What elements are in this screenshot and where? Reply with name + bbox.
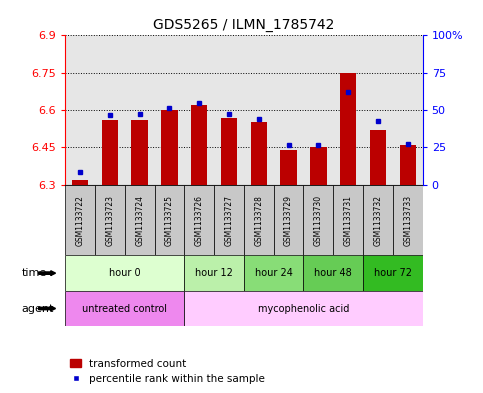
Bar (95, 185, 125, 255)
Bar (281, 150, 297, 185)
Bar (363, 35, 393, 185)
Bar (214, 35, 244, 185)
Bar (102, 120, 118, 185)
Text: GSM1133731: GSM1133731 (344, 195, 353, 246)
Bar (274, 35, 303, 185)
Text: hour 24: hour 24 (255, 268, 293, 278)
Text: hour 48: hour 48 (314, 268, 352, 278)
Bar (393, 185, 423, 255)
Legend: transformed count, percentile rank within the sample: transformed count, percentile rank withi… (71, 359, 265, 384)
Bar (161, 110, 178, 185)
Text: untreated control: untreated control (82, 303, 167, 314)
Text: agent: agent (22, 303, 54, 314)
Text: hour 0: hour 0 (109, 268, 141, 278)
Bar (310, 147, 327, 185)
Text: time: time (22, 268, 47, 278)
Text: GSM1133728: GSM1133728 (255, 195, 263, 246)
Bar (185, 291, 423, 326)
Bar (65, 185, 95, 255)
Title: GDS5265 / ILMN_1785742: GDS5265 / ILMN_1785742 (153, 18, 335, 31)
Bar (125, 35, 155, 185)
Bar (214, 185, 244, 255)
Text: GSM1133733: GSM1133733 (403, 195, 412, 246)
Bar (65, 291, 185, 326)
Bar (244, 35, 274, 185)
Bar (303, 35, 333, 185)
Text: mycophenolic acid: mycophenolic acid (258, 303, 349, 314)
Bar (155, 185, 185, 255)
Bar (155, 35, 185, 185)
Text: GSM1133725: GSM1133725 (165, 195, 174, 246)
Text: hour 12: hour 12 (195, 268, 233, 278)
Bar (333, 35, 363, 185)
Bar (72, 180, 88, 185)
Text: GSM1133729: GSM1133729 (284, 195, 293, 246)
Text: GSM1133722: GSM1133722 (76, 195, 85, 246)
Text: GSM1133723: GSM1133723 (105, 195, 114, 246)
Bar (185, 255, 244, 291)
Bar (185, 35, 214, 185)
Text: GSM1133726: GSM1133726 (195, 195, 204, 246)
Bar (244, 255, 303, 291)
Bar (95, 35, 125, 185)
Bar (303, 255, 363, 291)
Bar (399, 145, 416, 185)
Bar (251, 123, 267, 185)
Text: hour 72: hour 72 (374, 268, 412, 278)
Bar (303, 185, 333, 255)
Text: GSM1133730: GSM1133730 (314, 195, 323, 246)
Bar (221, 118, 237, 185)
Bar (244, 185, 274, 255)
Bar (363, 255, 423, 291)
Bar (65, 255, 185, 291)
Bar (185, 185, 214, 255)
Text: GSM1133732: GSM1133732 (373, 195, 383, 246)
Bar (191, 105, 207, 185)
Bar (363, 185, 393, 255)
Text: GSM1133724: GSM1133724 (135, 195, 144, 246)
Bar (370, 130, 386, 185)
Text: GSM1133727: GSM1133727 (225, 195, 233, 246)
Bar (333, 185, 363, 255)
Bar (125, 185, 155, 255)
Bar (393, 35, 423, 185)
Bar (65, 35, 95, 185)
Bar (131, 120, 148, 185)
Bar (274, 185, 303, 255)
Bar (340, 73, 356, 185)
